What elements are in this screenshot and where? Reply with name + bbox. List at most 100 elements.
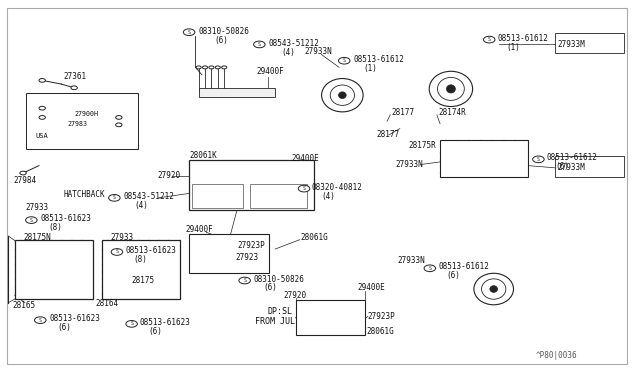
Text: 27933: 27933 xyxy=(25,203,48,212)
Text: S: S xyxy=(537,157,540,162)
Text: S: S xyxy=(303,186,305,191)
Text: 29400E: 29400E xyxy=(291,154,319,163)
Text: 27933N: 27933N xyxy=(396,160,423,169)
Text: HATCHBACK: HATCHBACK xyxy=(63,190,105,199)
Circle shape xyxy=(483,36,495,43)
Text: DP:SL: DP:SL xyxy=(268,307,292,316)
Bar xyxy=(555,33,624,53)
Bar xyxy=(102,240,179,299)
Text: 27933M: 27933M xyxy=(557,163,586,172)
Text: 08543-51212: 08543-51212 xyxy=(269,39,320,48)
Text: 08310-50826: 08310-50826 xyxy=(253,275,305,284)
Text: (6): (6) xyxy=(214,36,228,45)
Circle shape xyxy=(339,57,350,64)
Circle shape xyxy=(39,116,45,119)
Circle shape xyxy=(35,317,46,324)
Text: (6): (6) xyxy=(555,162,569,171)
Circle shape xyxy=(239,277,250,284)
Circle shape xyxy=(109,195,120,201)
Circle shape xyxy=(111,248,123,255)
Circle shape xyxy=(39,78,45,82)
Text: S: S xyxy=(488,37,491,42)
Text: 08513-61612: 08513-61612 xyxy=(353,55,404,64)
Text: S: S xyxy=(343,58,346,63)
Bar xyxy=(192,184,243,208)
Circle shape xyxy=(298,185,310,192)
Text: 08513-61612: 08513-61612 xyxy=(497,34,548,43)
Text: (8): (8) xyxy=(49,223,63,232)
Circle shape xyxy=(424,265,436,272)
Text: S: S xyxy=(130,321,133,326)
Text: S: S xyxy=(115,250,118,254)
Text: (1): (1) xyxy=(364,64,378,73)
Text: 27933N: 27933N xyxy=(398,256,426,265)
Text: 08513-61623: 08513-61623 xyxy=(40,214,91,223)
FancyBboxPatch shape xyxy=(7,8,627,364)
Text: 28174R: 28174R xyxy=(438,108,466,117)
Text: 08310-50826: 08310-50826 xyxy=(198,26,250,36)
Text: 28061G: 28061G xyxy=(301,232,328,242)
Text: 28164: 28164 xyxy=(95,299,118,308)
Ellipse shape xyxy=(330,85,355,105)
Bar xyxy=(440,140,528,177)
Text: 08513-61612: 08513-61612 xyxy=(438,262,489,271)
Text: 27900H: 27900H xyxy=(74,111,98,117)
Ellipse shape xyxy=(429,71,472,106)
Ellipse shape xyxy=(447,85,456,93)
Text: 08543-51212: 08543-51212 xyxy=(124,192,175,201)
Circle shape xyxy=(532,156,544,163)
Bar xyxy=(198,88,275,97)
Text: 27923P: 27923P xyxy=(368,312,396,321)
Text: 27920: 27920 xyxy=(283,291,306,300)
Text: 08513-61623: 08513-61623 xyxy=(140,318,191,327)
Text: S: S xyxy=(30,218,33,222)
Text: 28175N: 28175N xyxy=(23,232,51,242)
Text: (4): (4) xyxy=(282,48,296,57)
Circle shape xyxy=(183,29,195,36)
Text: 08513-61623: 08513-61623 xyxy=(126,246,177,255)
Text: 28177: 28177 xyxy=(376,130,399,140)
Text: FROM JULY'82: FROM JULY'82 xyxy=(255,317,315,326)
Text: 28177: 28177 xyxy=(392,108,415,117)
Text: 29400F: 29400F xyxy=(186,225,214,234)
Bar xyxy=(555,156,624,177)
Bar xyxy=(189,160,314,210)
Bar xyxy=(250,184,307,208)
Text: 08513-61612: 08513-61612 xyxy=(546,153,597,162)
Ellipse shape xyxy=(438,77,465,100)
Text: S: S xyxy=(188,30,191,35)
Circle shape xyxy=(202,66,207,69)
Text: 28165: 28165 xyxy=(12,301,35,310)
Text: 28175: 28175 xyxy=(132,276,155,285)
Bar xyxy=(15,240,93,299)
Text: (6): (6) xyxy=(57,323,71,332)
Text: (6): (6) xyxy=(447,271,460,280)
Text: 27933M: 27933M xyxy=(557,40,586,49)
Ellipse shape xyxy=(490,286,497,292)
Text: 28061G: 28061G xyxy=(366,327,394,336)
Circle shape xyxy=(39,106,45,110)
Text: 08320-40812: 08320-40812 xyxy=(312,183,363,192)
Text: 27923P: 27923P xyxy=(237,241,265,250)
Text: S: S xyxy=(113,195,116,201)
Circle shape xyxy=(26,217,37,224)
Circle shape xyxy=(196,66,201,69)
Circle shape xyxy=(116,123,122,127)
Circle shape xyxy=(71,86,77,90)
Text: (6): (6) xyxy=(264,283,278,292)
Text: 27933: 27933 xyxy=(111,232,134,242)
Circle shape xyxy=(20,171,26,175)
Text: 29400E: 29400E xyxy=(357,283,385,292)
Bar xyxy=(296,300,365,335)
Circle shape xyxy=(215,66,220,69)
Bar xyxy=(26,93,138,149)
Text: 27920: 27920 xyxy=(157,171,180,180)
Ellipse shape xyxy=(481,279,506,299)
Text: 28061K: 28061K xyxy=(189,151,217,160)
Circle shape xyxy=(116,116,122,119)
Text: S: S xyxy=(39,318,42,323)
Text: 27923: 27923 xyxy=(236,253,259,262)
Text: 28175R: 28175R xyxy=(408,141,436,151)
Text: 27983: 27983 xyxy=(68,121,88,127)
Text: (1): (1) xyxy=(506,42,520,51)
